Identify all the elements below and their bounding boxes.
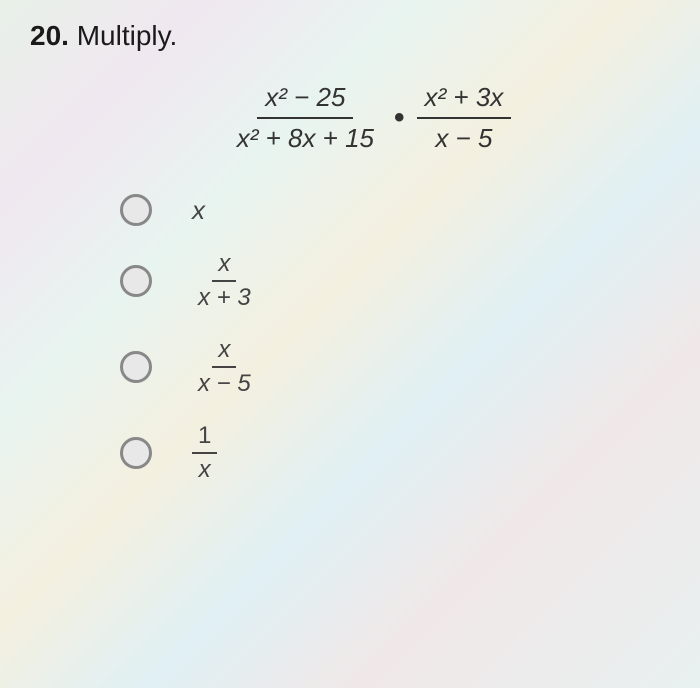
option-a[interactable]: x <box>120 194 670 226</box>
option-c[interactable]: x x − 5 <box>120 336 670 398</box>
option-c-numerator: x <box>212 336 236 368</box>
option-d-denominator: x <box>193 454 217 484</box>
option-b-fraction: x x + 3 <box>192 250 257 312</box>
option-b-numerator: x <box>212 250 236 282</box>
radio-icon[interactable] <box>120 351 152 383</box>
option-c-fraction: x x − 5 <box>192 336 257 398</box>
option-b-content: x x + 3 <box>192 250 257 312</box>
radio-icon[interactable] <box>120 437 152 469</box>
question-instruction: Multiply. <box>77 20 178 51</box>
option-c-content: x x − 5 <box>192 336 257 398</box>
fraction-2-numerator: x² + 3x <box>417 82 512 119</box>
option-d-fraction: 1 x <box>192 422 217 484</box>
option-d-numerator: 1 <box>192 422 217 454</box>
answer-options: x x x + 3 x x − 5 1 x <box>120 194 670 484</box>
question-number: 20. <box>30 20 69 51</box>
fraction-2: x² + 3x x − 5 <box>417 82 512 154</box>
option-d[interactable]: 1 x <box>120 422 670 484</box>
fraction-1-denominator: x² + 8x + 15 <box>229 119 382 154</box>
option-d-content: 1 x <box>192 422 217 484</box>
question-header: 20. Multiply. <box>30 20 670 52</box>
option-c-denominator: x − 5 <box>192 368 257 398</box>
math-expression: x² − 25 x² + 8x + 15 • x² + 3x x − 5 <box>70 82 670 154</box>
multiply-dot: • <box>394 101 405 135</box>
fraction-1-numerator: x² − 25 <box>257 82 353 119</box>
fraction-1: x² − 25 x² + 8x + 15 <box>229 82 382 154</box>
radio-icon[interactable] <box>120 194 152 226</box>
option-a-content: x <box>192 195 205 226</box>
radio-icon[interactable] <box>120 265 152 297</box>
option-b[interactable]: x x + 3 <box>120 250 670 312</box>
option-b-denominator: x + 3 <box>192 282 257 312</box>
fraction-2-denominator: x − 5 <box>427 119 500 154</box>
